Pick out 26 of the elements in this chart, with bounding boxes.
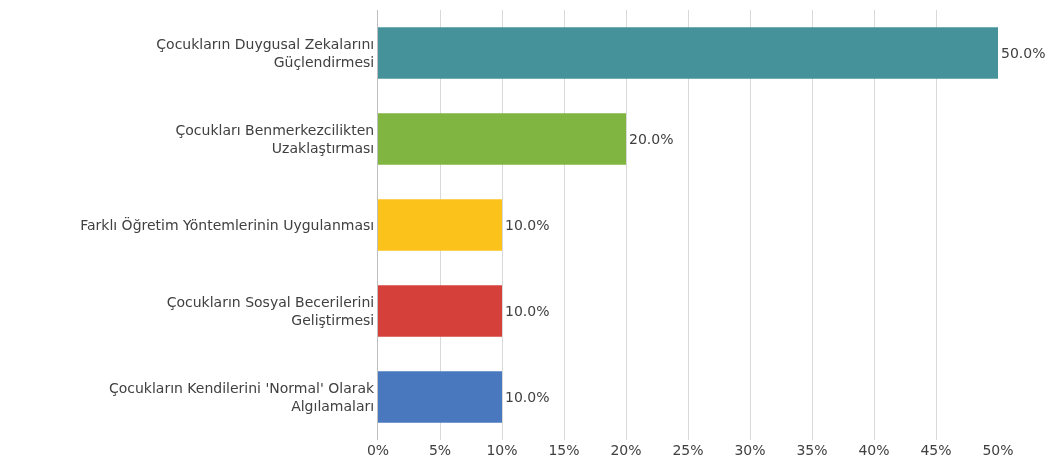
x-tick-label: 45% xyxy=(920,442,952,458)
x-tick-label: 5% xyxy=(428,442,452,458)
bar xyxy=(378,199,502,251)
bar xyxy=(378,285,502,337)
x-tick-label: 30% xyxy=(734,442,766,458)
y-tick-label: Çocukları Benmerkezcilikten Uzaklaştırması xyxy=(175,121,375,156)
x-tick-label: 20% xyxy=(610,442,642,458)
data-label: 10.0% xyxy=(505,217,550,233)
x-tick-label: 10% xyxy=(486,442,518,458)
data-label: 20.0% xyxy=(629,131,674,147)
bar xyxy=(378,27,998,79)
bar xyxy=(378,371,502,423)
y-tick-label: Çocukların Sosyal Becerilerini Geliştirmesi xyxy=(166,293,375,328)
x-tick-label: 35% xyxy=(796,442,828,458)
x-tick-label: 15% xyxy=(548,442,580,458)
data-label: 10.0% xyxy=(505,389,550,405)
x-tick-label: 40% xyxy=(858,442,890,458)
y-tick-label: Farklı Öğretim Yöntemlerinin Uygulanması xyxy=(80,215,375,233)
y-tick-label: Çocukların Duygusal Zekalarını Güçlendirmesi xyxy=(156,35,375,70)
x-tick-label: 0% xyxy=(366,442,390,458)
data-label: 10.0% xyxy=(505,303,550,319)
x-tick-label: 50% xyxy=(982,442,1014,458)
bar xyxy=(378,113,626,165)
x-tick-label: 25% xyxy=(672,442,704,458)
y-tick-label: Çocukların Kendilerini 'Normal' Olarak Algılamaları xyxy=(108,379,376,414)
data-label: 50.0% xyxy=(1001,45,1046,61)
